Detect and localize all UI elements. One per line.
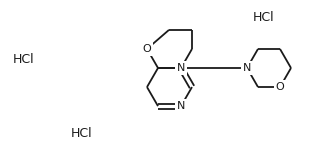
Text: N: N (177, 63, 185, 73)
Text: N: N (243, 63, 251, 73)
Text: HCl: HCl (253, 11, 274, 24)
Text: O: O (143, 44, 151, 54)
Text: O: O (276, 82, 284, 92)
Text: N: N (177, 101, 185, 111)
Text: HCl: HCl (71, 127, 92, 140)
Text: HCl: HCl (13, 53, 34, 66)
